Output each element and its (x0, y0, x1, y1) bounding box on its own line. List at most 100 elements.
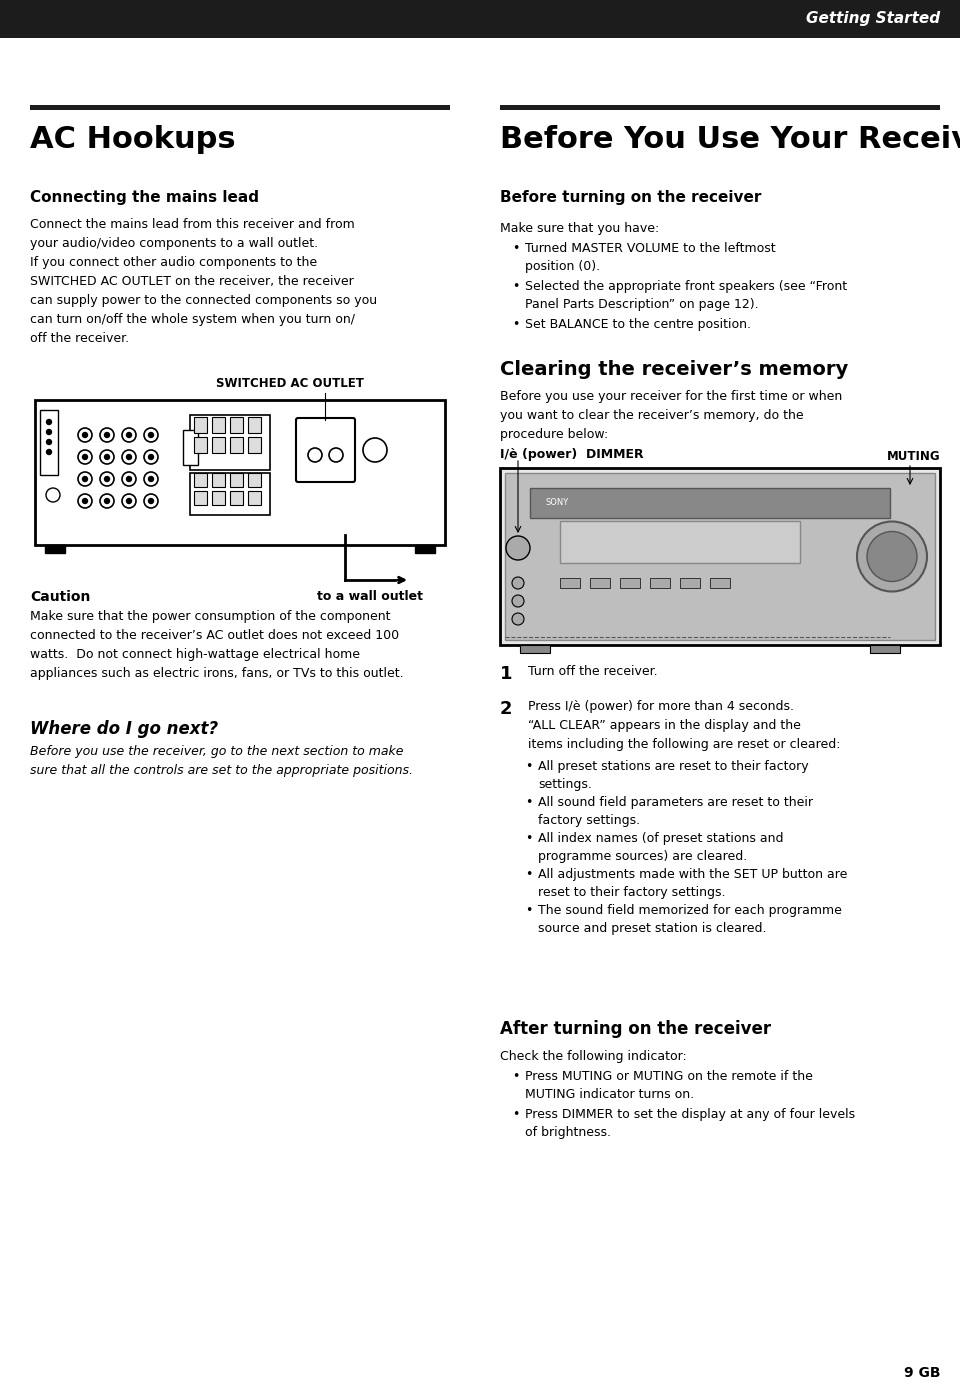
Text: Turned MASTER VOLUME to the leftmost
position (0).: Turned MASTER VOLUME to the leftmost pos… (525, 242, 776, 273)
Bar (190, 473, 270, 515)
Circle shape (100, 494, 114, 508)
Text: AC Hookups: AC Hookups (30, 125, 235, 154)
Text: All preset stations are reset to their factory
settings.: All preset stations are reset to their f… (538, 760, 808, 791)
Circle shape (105, 455, 109, 459)
Text: Set BALANCE to the centre position.: Set BALANCE to the centre position. (525, 318, 751, 330)
Text: All sound field parameters are reset to their
factory settings.: All sound field parameters are reset to … (538, 797, 813, 827)
Bar (560, 521, 800, 563)
Text: Clearing the receiver’s memory: Clearing the receiver’s memory (500, 360, 849, 379)
Circle shape (83, 476, 87, 482)
Circle shape (46, 449, 52, 455)
Circle shape (329, 448, 343, 462)
Circle shape (46, 420, 52, 424)
Bar (0, 0, 960, 38)
Bar (505, 473, 935, 640)
Bar (590, 578, 610, 588)
Bar (620, 578, 640, 588)
Circle shape (78, 428, 92, 442)
Bar (530, 489, 890, 518)
Circle shape (867, 532, 917, 581)
Circle shape (78, 472, 92, 486)
Circle shape (122, 494, 136, 508)
Text: •: • (525, 832, 533, 846)
Text: 1: 1 (500, 665, 513, 683)
Bar (212, 417, 225, 433)
Bar (194, 491, 207, 505)
Text: Before you use your receiver for the first time or when
you want to clear the re: Before you use your receiver for the fir… (500, 391, 842, 441)
Text: •: • (525, 760, 533, 773)
Bar (194, 473, 207, 487)
Circle shape (363, 438, 387, 462)
Circle shape (506, 536, 530, 560)
Bar (710, 578, 730, 588)
Text: Press DIMMER to set the display at any of four levels
of brightness.: Press DIMMER to set the display at any o… (525, 1107, 855, 1140)
Circle shape (100, 449, 114, 463)
Circle shape (83, 455, 87, 459)
Circle shape (46, 430, 52, 434)
Text: Before you use the receiver, go to the next section to make
sure that all the co: Before you use the receiver, go to the n… (30, 745, 413, 777)
Text: to a wall outlet: to a wall outlet (317, 589, 423, 603)
Circle shape (144, 428, 158, 442)
Circle shape (144, 449, 158, 463)
Bar (248, 437, 261, 454)
Circle shape (105, 476, 109, 482)
Text: Make sure that the power consumption of the component
connected to the receiver’: Make sure that the power consumption of … (30, 610, 403, 680)
Text: •: • (525, 868, 533, 881)
Bar (415, 545, 435, 553)
Circle shape (100, 428, 114, 442)
Text: MUTING: MUTING (886, 449, 940, 463)
Text: •: • (525, 797, 533, 809)
Circle shape (105, 433, 109, 437)
Bar (194, 437, 207, 454)
Circle shape (83, 433, 87, 437)
Circle shape (122, 428, 136, 442)
Text: 2: 2 (500, 700, 513, 718)
Circle shape (127, 433, 132, 437)
Circle shape (78, 449, 92, 463)
Circle shape (512, 613, 524, 624)
Text: Getting Started: Getting Started (805, 11, 940, 27)
Text: Caution: Caution (30, 589, 90, 603)
Bar (183, 430, 198, 465)
Text: The sound field memorized for each programme
source and preset station is cleare: The sound field memorized for each progr… (538, 904, 842, 935)
Circle shape (105, 498, 109, 504)
Circle shape (149, 476, 154, 482)
Bar (230, 417, 243, 433)
Text: •: • (512, 1070, 519, 1084)
Bar (30, 105, 450, 111)
Bar (560, 578, 580, 588)
Bar (500, 105, 940, 111)
Circle shape (122, 472, 136, 486)
Text: Press MUTING or MUTING on the remote if the
MUTING indicator turns on.: Press MUTING or MUTING on the remote if … (525, 1070, 813, 1100)
Bar (230, 473, 243, 487)
Bar (35, 400, 445, 545)
Text: SONY: SONY (545, 498, 568, 507)
Bar (248, 491, 261, 505)
Bar (650, 578, 670, 588)
Circle shape (308, 448, 322, 462)
Text: Selected the appropriate front speakers (see “Front
Panel Parts Description” on : Selected the appropriate front speakers … (525, 280, 847, 311)
Circle shape (149, 498, 154, 504)
Circle shape (78, 494, 92, 508)
Bar (230, 437, 243, 454)
Bar (190, 414, 270, 470)
Text: Connecting the mains lead: Connecting the mains lead (30, 190, 259, 204)
Bar (212, 437, 225, 454)
Circle shape (149, 433, 154, 437)
Text: All index names (of preset stations and
programme sources) are cleared.: All index names (of preset stations and … (538, 832, 783, 862)
FancyBboxPatch shape (296, 419, 355, 482)
Bar (212, 473, 225, 487)
Text: 9 GB: 9 GB (903, 1366, 940, 1380)
Text: Make sure that you have:: Make sure that you have: (500, 223, 660, 235)
Text: Connect the mains lead from this receiver and from
your audio/video components t: Connect the mains lead from this receive… (30, 218, 377, 344)
Text: •: • (512, 242, 519, 255)
Bar (680, 578, 700, 588)
Text: After turning on the receiver: After turning on the receiver (500, 1021, 771, 1037)
Circle shape (127, 498, 132, 504)
Text: •: • (512, 318, 519, 330)
Text: I/è (power)  DIMMER: I/è (power) DIMMER (500, 448, 643, 461)
Text: •: • (525, 904, 533, 917)
Circle shape (127, 476, 132, 482)
Bar (870, 645, 900, 652)
Text: •: • (512, 280, 519, 293)
